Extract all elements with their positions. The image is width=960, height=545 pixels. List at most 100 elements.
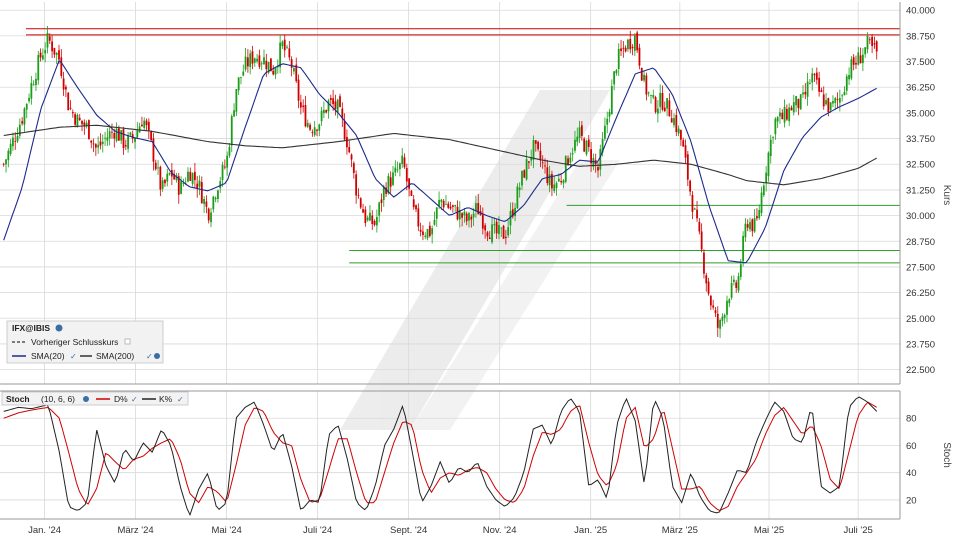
candle [113, 128, 116, 148]
candle-body [442, 200, 445, 208]
candle [219, 176, 222, 193]
candle-body [309, 124, 311, 130]
sma20-check-icon[interactable]: ✓ [70, 352, 77, 361]
candle-body [574, 139, 576, 151]
candle-body [145, 120, 148, 126]
candle-body [445, 204, 447, 205]
candle-body [541, 162, 544, 164]
candle [723, 313, 726, 324]
sma200-check-icon[interactable]: ✓ [146, 352, 153, 361]
candle [124, 139, 127, 151]
candle-body [122, 129, 125, 149]
candle-body [855, 62, 857, 65]
candle [399, 162, 401, 177]
candle-body [290, 59, 293, 68]
candle-body [451, 205, 454, 207]
price-tick-label: 25.000 [906, 314, 935, 325]
candle [288, 40, 291, 61]
candle-body [666, 98, 669, 109]
candle-body [825, 100, 827, 105]
candle [336, 98, 339, 119]
candle-body [433, 219, 436, 225]
candle-body [2, 163, 5, 165]
candle [246, 49, 249, 73]
candle [680, 129, 682, 146]
candle-body [843, 91, 846, 96]
candle [832, 95, 834, 108]
candle-body [569, 157, 572, 163]
candle [709, 294, 712, 311]
stoch-k-line [3, 396, 878, 517]
candle [108, 124, 111, 146]
candle [260, 61, 263, 71]
candle-body [115, 128, 118, 141]
candle-body [532, 140, 535, 160]
candle-body [203, 198, 206, 205]
candle [758, 204, 761, 220]
candle-body [548, 174, 551, 186]
candle [820, 87, 823, 93]
candle [527, 161, 530, 169]
candle [309, 122, 311, 132]
candle [263, 49, 265, 66]
candle-body [111, 131, 113, 133]
candle-body [465, 213, 468, 222]
candle [83, 119, 86, 135]
candle [168, 172, 171, 176]
candle-body [696, 209, 698, 219]
candle-body [820, 90, 823, 93]
candle-body [51, 41, 53, 52]
candle-body [859, 55, 862, 64]
candle [283, 34, 286, 58]
candle [90, 140, 93, 149]
candle-body [134, 137, 136, 142]
candle-body [488, 237, 491, 239]
candle [175, 172, 178, 183]
candle [203, 196, 206, 213]
sma200-info-icon[interactable] [154, 353, 160, 359]
candle-body [475, 203, 477, 211]
stoch-info-icon[interactable] [83, 396, 89, 402]
k-check-icon[interactable]: ✓ [177, 395, 184, 404]
candle-body [101, 141, 104, 145]
candle-body [806, 81, 809, 97]
sma20-line [3, 59, 877, 264]
candle [101, 134, 104, 153]
candle-body [792, 102, 795, 113]
candle-body [334, 101, 337, 109]
candle [240, 76, 242, 85]
candle [799, 93, 802, 110]
candle-body [640, 67, 643, 81]
candle-body [311, 132, 314, 133]
candle-body [221, 164, 224, 180]
candle [855, 55, 857, 70]
ticker-info-icon[interactable] [55, 324, 63, 332]
candle-body [85, 122, 88, 126]
candle-body [154, 162, 157, 170]
candle [861, 48, 864, 72]
candle-body [440, 199, 443, 202]
candle-body [143, 120, 146, 128]
candle [576, 127, 579, 147]
candle-body [776, 117, 779, 122]
candle-body [866, 35, 869, 50]
candle [553, 176, 556, 194]
candle [875, 40, 878, 60]
candle-body [366, 217, 369, 221]
candle-body [576, 136, 579, 142]
candle [451, 204, 454, 213]
legend-d: D% [114, 394, 128, 404]
candle [624, 45, 627, 53]
candle-body [571, 153, 574, 155]
candle [707, 277, 710, 296]
candle [357, 188, 360, 199]
d-check-icon[interactable]: ✓ [131, 395, 138, 404]
candle-body [71, 112, 74, 114]
candle [857, 46, 860, 66]
prev-close-toggle-icon[interactable] [124, 338, 131, 345]
candle [412, 194, 415, 210]
candle-body [99, 141, 102, 146]
candle-body [37, 55, 40, 81]
candle [422, 225, 424, 241]
candle-body [737, 276, 740, 291]
